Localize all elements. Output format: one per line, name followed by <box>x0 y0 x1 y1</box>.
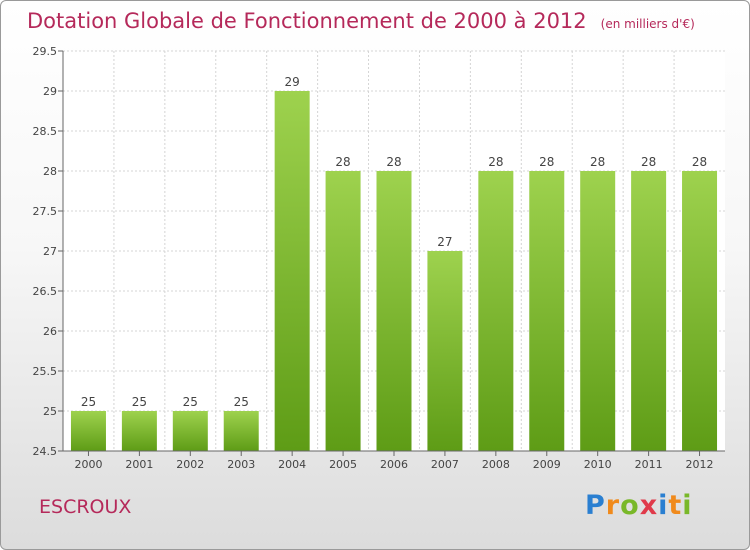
x-tick-label: 2008 <box>482 458 510 471</box>
bar-value-label: 25 <box>132 395 147 409</box>
y-tick-label: 25 <box>43 405 57 418</box>
y-tick-label: 29.5 <box>33 45 58 58</box>
bar-value-label: 28 <box>692 155 707 169</box>
bar-value-label: 28 <box>539 155 554 169</box>
bar-2000 <box>70 411 106 451</box>
y-tick-label: 24.5 <box>33 445 58 458</box>
commune-name: ESCROUX <box>39 496 132 518</box>
y-tick-label: 29 <box>43 85 57 98</box>
bar-value-label: 28 <box>641 155 656 169</box>
logo-letter: o <box>620 490 640 521</box>
x-tick-label: 2003 <box>227 458 255 471</box>
title-text: Dotation Globale de Fonctionnement de 20… <box>27 9 587 33</box>
bars: 25 25 25 25 29 28 28 27 28 28 28 28 28 <box>70 75 718 451</box>
proxiti-logo: Proxiti <box>585 490 693 521</box>
bar-value-label: 29 <box>285 75 300 89</box>
bar-2009 <box>529 171 565 451</box>
bar-value-label: 28 <box>590 155 605 169</box>
x-tick-label: 2009 <box>533 458 561 471</box>
grid-lines <box>63 50 725 452</box>
x-tick-label: 2012 <box>686 458 714 471</box>
x-tick-label: 2002 <box>176 458 204 471</box>
bar-2003 <box>223 411 259 451</box>
logo-letter: x <box>639 490 659 521</box>
bar-value-label: 25 <box>234 395 249 409</box>
chart-title: Dotation Globale de Fonctionnement de 20… <box>27 9 695 33</box>
y-tick-label: 25.5 <box>33 365 58 378</box>
logo-letter: P <box>585 490 606 521</box>
bar-2001 <box>121 411 157 451</box>
x-tick-label: 2006 <box>380 458 408 471</box>
y-tick-label: 26 <box>43 325 57 338</box>
bar-value-label: 25 <box>183 395 198 409</box>
logo-letter: i <box>658 490 669 521</box>
bar-2007 <box>427 251 463 451</box>
bar-2005 <box>325 171 361 451</box>
x-tick-label: 2007 <box>431 458 459 471</box>
bar-2002 <box>172 411 208 451</box>
logo-letter: t <box>668 490 683 521</box>
y-tick-label: 28.5 <box>33 125 58 138</box>
bar-2008 <box>478 171 514 451</box>
bar-value-label: 27 <box>437 235 452 249</box>
y-tick-label: 27.5 <box>33 205 58 218</box>
bar-2006 <box>376 171 412 451</box>
x-tick-label: 2011 <box>635 458 663 471</box>
title-unit: (en milliers d'€) <box>600 17 695 31</box>
x-tick-label: 2010 <box>584 458 612 471</box>
x-tick-label: 2001 <box>125 458 153 471</box>
bar-2012 <box>682 171 718 451</box>
y-tick-label: 27 <box>43 245 57 258</box>
bar-value-label: 28 <box>386 155 401 169</box>
bar-value-label: 25 <box>81 395 96 409</box>
axes: 24.5 25 25.5 26 26.5 27 27.5 28 28.5 29 29.5 2000 20… <box>33 45 725 471</box>
bar-2004 <box>274 91 310 451</box>
bar-value-label: 28 <box>488 155 503 169</box>
x-tick-label: 2004 <box>278 458 306 471</box>
y-tick-label: 26.5 <box>33 285 58 298</box>
bar-2011 <box>631 171 667 451</box>
bar-value-label: 28 <box>335 155 350 169</box>
y-tick-label: 28 <box>43 165 57 178</box>
logo-letter: i <box>682 490 693 521</box>
x-tick-label: 2005 <box>329 458 357 471</box>
x-tick-label: 2000 <box>74 458 102 471</box>
bar-2010 <box>580 171 616 451</box>
logo-letter: r <box>605 490 621 521</box>
